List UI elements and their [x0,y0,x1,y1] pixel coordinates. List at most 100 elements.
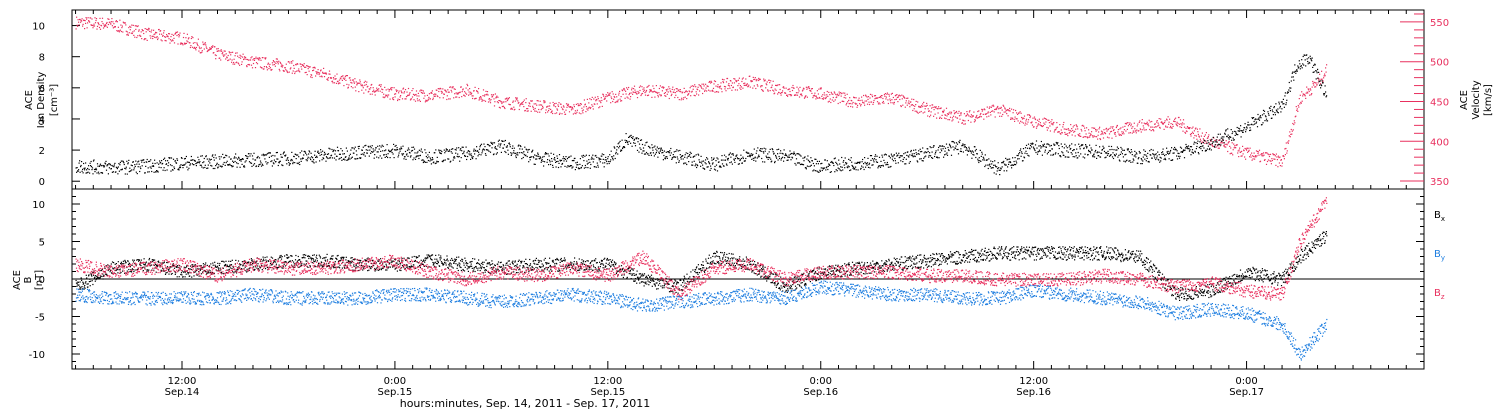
data-point-velocity [291,72,293,74]
data-point-ion-density [1177,155,1180,157]
data-point-velocity [1048,119,1050,121]
data-point-velocity [1033,126,1035,128]
data-point-ion-density [663,154,665,157]
data-point-velocity [1161,121,1163,123]
data-point-velocity [742,87,744,89]
data-point-velocity [651,91,653,93]
data-point-velocity [233,61,235,64]
data-point-ion-density [771,148,773,150]
data-point-velocity [801,95,803,97]
data-point-velocity [411,96,414,98]
data-point-velocity [732,86,734,88]
data-point-ion-density [947,149,950,151]
data-point-velocity [329,77,332,79]
data-point-velocity [839,93,841,95]
data-point-velocity [383,97,385,99]
data-point-velocity [133,34,135,36]
data-point-velocity [1263,154,1265,156]
data-point-velocity [1092,135,1094,137]
data-point-velocity [829,98,831,100]
data-point-ion-density [519,148,521,150]
data-point-ion-density [788,154,790,156]
data-point-ion-density [288,161,290,164]
data-point-ion-density [493,153,495,155]
data-point-ion-density [101,172,104,174]
data-point-velocity [246,66,248,68]
data-point-velocity [134,36,136,38]
data-point-velocity [718,86,721,88]
data-point-ion-density [1185,143,1187,146]
data-point-ion-density [829,164,831,166]
data-point-ion-density [583,160,585,162]
data-point-velocity [214,46,216,48]
data-point-velocity [780,94,782,96]
data-point-velocity [872,103,874,105]
data-point-velocity [886,93,888,95]
data-point-ion-density [560,159,563,161]
data-point-velocity [265,66,267,68]
data-point-velocity [276,60,278,63]
data-point-ion-density [786,155,788,157]
data-point-velocity [157,38,159,41]
data-point-ion-density [1280,101,1282,103]
data-point-ion-density [1139,152,1141,154]
data-point-velocity [723,79,725,81]
data-point-ion-density [341,159,343,161]
data-point-velocity [1285,147,1287,150]
data-point-velocity [418,99,420,101]
data-point-velocity [700,86,702,88]
data-point-velocity [880,97,882,99]
data-point-velocity [713,83,715,85]
data-point-velocity [121,27,123,29]
data-point-velocity [987,111,989,113]
data-point-velocity [936,117,938,119]
data-point-velocity [747,85,749,87]
data-point-velocity [332,77,335,79]
data-point-velocity [455,96,457,98]
data-point-velocity [558,102,560,104]
data-point-ion-density [1192,152,1194,154]
data-point-velocity [587,109,589,111]
data-point-ion-density [491,147,493,149]
data-point-velocity [433,94,435,96]
data-point-velocity [1245,148,1247,150]
data-point-ion-density [297,163,299,165]
data-point-velocity [642,90,645,92]
data-point-ion-density [1021,152,1023,155]
data-point-ion-density [891,158,893,160]
data-point-ion-density [612,157,614,160]
data-point-ion-density [884,162,886,164]
data-point-velocity [866,103,869,105]
data-point-velocity [621,100,623,102]
data-point-ion-density [820,167,822,169]
data-point-velocity [855,103,857,105]
data-point-ion-density [1052,154,1054,156]
data-point-velocity [137,35,139,37]
data-point-ion-density [1041,154,1043,156]
data-point-velocity [1111,137,1113,139]
data-point-ion-density [595,154,597,157]
data-point-velocity [294,71,296,73]
data-point-velocity [963,113,965,115]
data-point-ion-density [715,160,717,162]
data-point-velocity [363,92,365,94]
data-point-velocity [746,84,748,86]
data-point-velocity [434,95,436,97]
data-point-ion-density [959,150,961,152]
data-point-ion-density [1196,145,1198,148]
data-point-ion-density [828,163,830,165]
data-point-ion-density [397,149,399,151]
data-point-ion-density [181,157,183,159]
data-point-ion-density [993,164,995,166]
data-point-ion-density [1059,155,1061,157]
data-point-ion-density [251,155,254,157]
data-point-ion-density [862,158,864,161]
data-point-ion-density [1175,149,1177,151]
data-point-velocity [989,111,991,113]
data-point-ion-density [1134,150,1136,152]
data-point-ion-density [1028,155,1030,157]
data-point-ion-density [652,152,654,154]
data-point-velocity [198,46,200,48]
data-point-ion-density [151,165,153,167]
data-point-velocity [578,112,580,114]
